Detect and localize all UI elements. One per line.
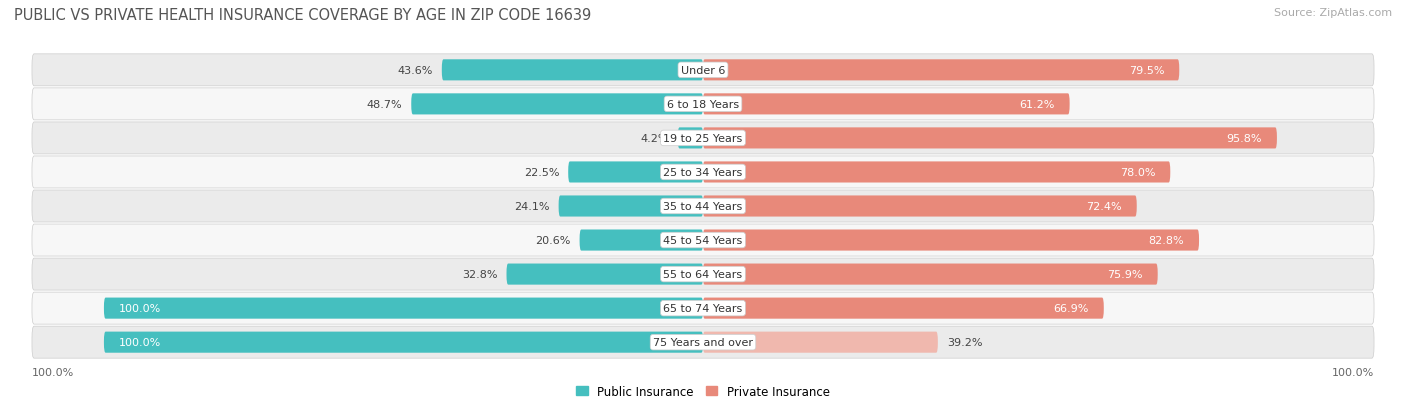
Text: 100.0%: 100.0% <box>1331 367 1374 377</box>
FancyBboxPatch shape <box>104 298 703 319</box>
FancyBboxPatch shape <box>568 162 703 183</box>
Text: 72.4%: 72.4% <box>1085 202 1122 211</box>
Text: 100.0%: 100.0% <box>120 337 162 347</box>
Text: 32.8%: 32.8% <box>463 269 498 280</box>
FancyBboxPatch shape <box>104 332 703 353</box>
FancyBboxPatch shape <box>703 264 1157 285</box>
Text: 39.2%: 39.2% <box>946 337 983 347</box>
Text: 35 to 44 Years: 35 to 44 Years <box>664 202 742 211</box>
FancyBboxPatch shape <box>411 94 703 115</box>
Text: 78.0%: 78.0% <box>1119 168 1156 178</box>
Text: 66.9%: 66.9% <box>1053 304 1088 313</box>
Text: 79.5%: 79.5% <box>1129 66 1164 76</box>
FancyBboxPatch shape <box>678 128 703 149</box>
Text: 22.5%: 22.5% <box>523 168 560 178</box>
Text: 6 to 18 Years: 6 to 18 Years <box>666 100 740 109</box>
FancyBboxPatch shape <box>32 259 1374 290</box>
Text: 75 Years and over: 75 Years and over <box>652 337 754 347</box>
Text: 82.8%: 82.8% <box>1149 235 1184 245</box>
FancyBboxPatch shape <box>703 94 1070 115</box>
Text: 45 to 54 Years: 45 to 54 Years <box>664 235 742 245</box>
FancyBboxPatch shape <box>32 89 1374 121</box>
Text: 100.0%: 100.0% <box>120 304 162 313</box>
FancyBboxPatch shape <box>32 225 1374 256</box>
Text: 19 to 25 Years: 19 to 25 Years <box>664 133 742 144</box>
Text: 95.8%: 95.8% <box>1226 133 1263 144</box>
FancyBboxPatch shape <box>703 60 1180 81</box>
FancyBboxPatch shape <box>32 190 1374 223</box>
Text: 20.6%: 20.6% <box>536 235 571 245</box>
FancyBboxPatch shape <box>441 60 703 81</box>
Text: 65 to 74 Years: 65 to 74 Years <box>664 304 742 313</box>
Text: 61.2%: 61.2% <box>1019 100 1054 109</box>
Text: 43.6%: 43.6% <box>398 66 433 76</box>
Text: 4.2%: 4.2% <box>640 133 669 144</box>
Text: 25 to 34 Years: 25 to 34 Years <box>664 168 742 178</box>
Text: Source: ZipAtlas.com: Source: ZipAtlas.com <box>1274 8 1392 18</box>
FancyBboxPatch shape <box>703 332 938 353</box>
Text: 75.9%: 75.9% <box>1107 269 1143 280</box>
FancyBboxPatch shape <box>703 298 1104 319</box>
FancyBboxPatch shape <box>32 157 1374 188</box>
Legend: Public Insurance, Private Insurance: Public Insurance, Private Insurance <box>571 380 835 402</box>
FancyBboxPatch shape <box>703 230 1199 251</box>
FancyBboxPatch shape <box>32 123 1374 154</box>
FancyBboxPatch shape <box>579 230 703 251</box>
FancyBboxPatch shape <box>703 196 1136 217</box>
Text: 24.1%: 24.1% <box>515 202 550 211</box>
FancyBboxPatch shape <box>703 128 1277 149</box>
Text: 48.7%: 48.7% <box>367 100 402 109</box>
FancyBboxPatch shape <box>506 264 703 285</box>
FancyBboxPatch shape <box>32 326 1374 358</box>
Text: 100.0%: 100.0% <box>32 367 75 377</box>
FancyBboxPatch shape <box>32 292 1374 324</box>
Text: PUBLIC VS PRIVATE HEALTH INSURANCE COVERAGE BY AGE IN ZIP CODE 16639: PUBLIC VS PRIVATE HEALTH INSURANCE COVER… <box>14 8 592 23</box>
Text: 55 to 64 Years: 55 to 64 Years <box>664 269 742 280</box>
Text: Under 6: Under 6 <box>681 66 725 76</box>
FancyBboxPatch shape <box>703 162 1170 183</box>
FancyBboxPatch shape <box>32 55 1374 87</box>
FancyBboxPatch shape <box>558 196 703 217</box>
